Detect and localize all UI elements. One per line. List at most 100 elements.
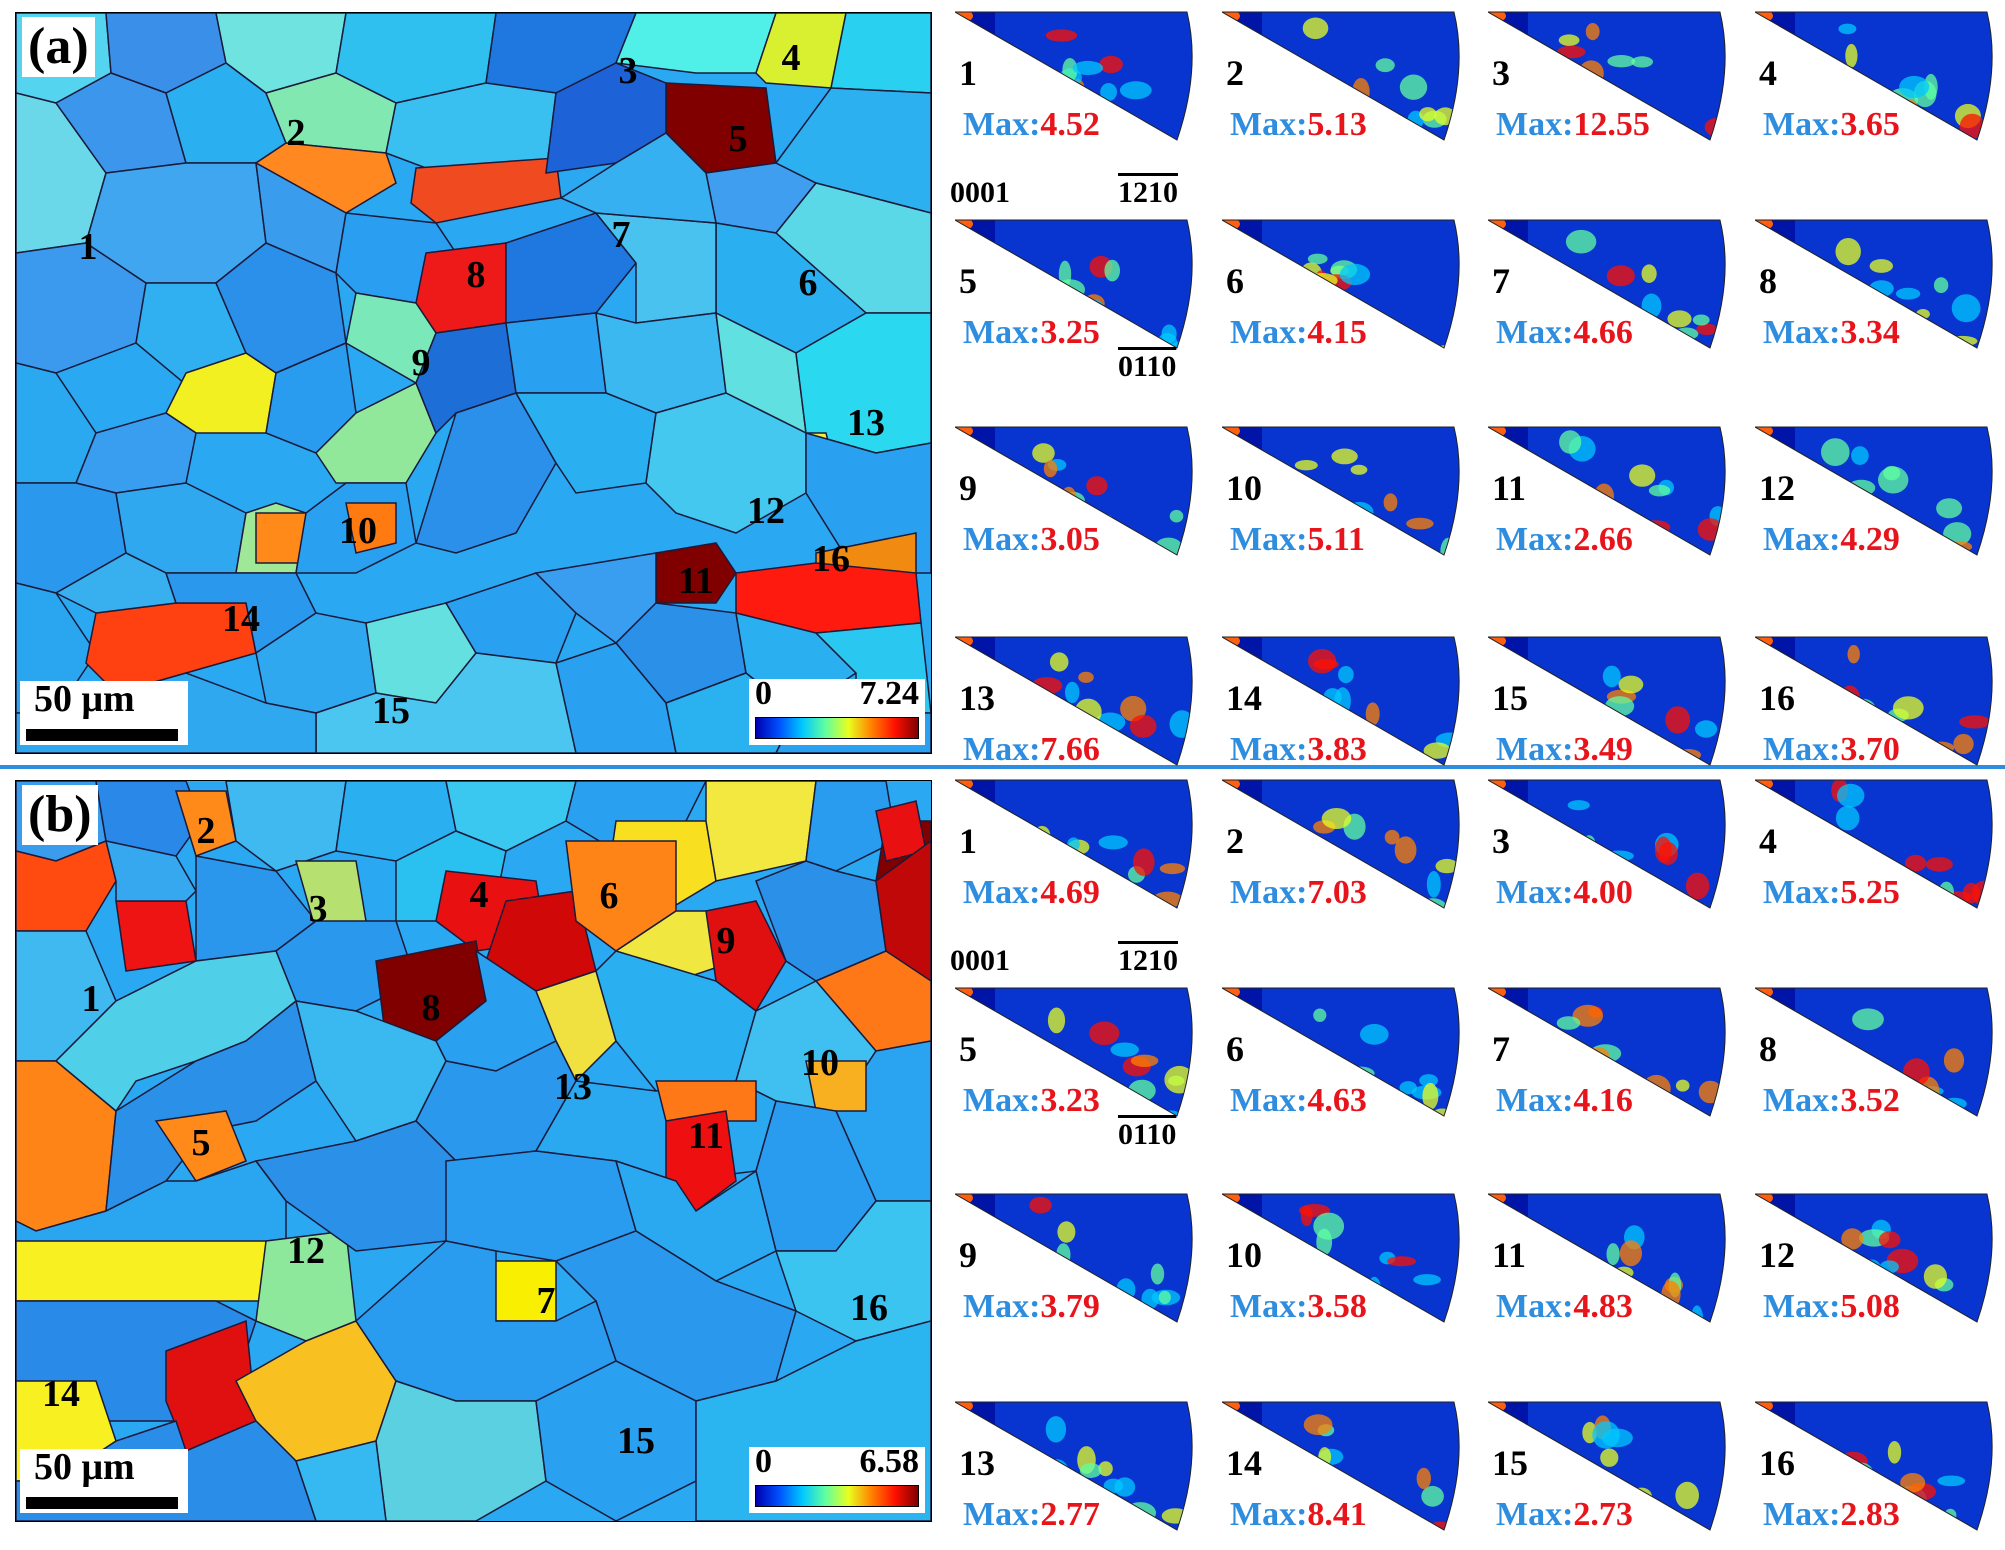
max-value: 7.03	[1307, 874, 1367, 911]
pole-figure: 15 Max:3.49	[1488, 635, 1738, 785]
pole-figure-number: 15	[1492, 678, 1528, 718]
pole-figure-max: Max:3.34	[1763, 314, 1900, 352]
max-label: Max:	[1763, 1082, 1841, 1119]
max-value: 5.08	[1840, 1288, 1900, 1325]
pole-figure-max: Max:2.83	[1763, 1496, 1900, 1534]
pole-figure: 8 Max:3.34	[1755, 218, 2005, 368]
pole-figure: 16 Max:3.70	[1755, 635, 2005, 785]
pole-figure-plot	[955, 1193, 1193, 1323]
pole-basal-a: 0001	[950, 176, 1010, 209]
scale-bar-b: 50 μm	[20, 1446, 188, 1513]
pole-figure-plot	[1222, 11, 1460, 141]
pole-figure-max: Max:4.29	[1763, 521, 1900, 559]
colorbar-a: 0 7.24	[749, 675, 925, 745]
pole-figure: 3 Max:12.55	[1488, 10, 1738, 160]
max-label: Max:	[1496, 1082, 1574, 1119]
pole-figure-number: 5	[959, 261, 977, 301]
grain-label: 8	[421, 987, 441, 1029]
pole-figure-max: Max:2.73	[1496, 1496, 1633, 1534]
pole-figure-number: 9	[959, 1235, 977, 1275]
max-value: 3.79	[1040, 1288, 1100, 1325]
pole-figure-plot	[1222, 219, 1460, 349]
pole-a-axis-b: 1210	[1118, 944, 1178, 977]
pole-figure: 7 Max:4.66	[1488, 218, 1738, 368]
max-value: 3.58	[1307, 1288, 1367, 1325]
pole-figure-max: Max:3.25	[963, 314, 1100, 352]
max-label: Max:	[1230, 874, 1308, 911]
pole-figure: 1 Max:4.69	[955, 778, 1205, 928]
panel-label-a: (a)	[22, 17, 95, 77]
pole-figure-max: Max:3.23	[963, 1082, 1100, 1120]
pole-figure-max: Max:4.69	[963, 874, 1100, 912]
pole-figure-max: Max:5.25	[1763, 874, 1900, 912]
max-value: 4.29	[1840, 521, 1900, 558]
pole-figure-max: Max:4.63	[1230, 1082, 1367, 1120]
pole-figure-number: 1	[959, 821, 977, 861]
pole-figure-number: 16	[1759, 678, 1795, 718]
max-label: Max:	[1496, 106, 1574, 143]
grain-label: 11	[688, 1115, 724, 1157]
pole-figure-plot	[1222, 987, 1460, 1117]
pole-figure: 6 Max:4.63	[1222, 986, 1472, 1136]
pole-m-axis-a: 0110	[1118, 350, 1177, 383]
pole-figure-number: 7	[1492, 1029, 1510, 1069]
pole-figure-plot	[1755, 987, 1993, 1117]
grain-label: 12	[287, 1230, 325, 1272]
max-value: 2.73	[1573, 1496, 1633, 1533]
pole-figure-max: Max:8.41	[1230, 1496, 1367, 1534]
pole-figure: 1 Max:4.52	[955, 10, 1205, 160]
pole-figure: 13 Max:2.77	[955, 1400, 1205, 1550]
grain-label: 15	[372, 690, 410, 732]
pole-figure-max: Max:2.77	[963, 1496, 1100, 1534]
max-value: 4.16	[1573, 1082, 1633, 1119]
pole-figure-plot	[1755, 779, 1993, 909]
pole-figure-plot	[1755, 11, 1993, 141]
max-label: Max:	[963, 874, 1041, 911]
pole-figure-max: Max:3.58	[1230, 1288, 1367, 1326]
max-label: Max:	[1763, 106, 1841, 143]
pole-figure: 10 Max:3.58	[1222, 1192, 1472, 1342]
max-label: Max:	[963, 521, 1041, 558]
pole-figure-plot	[955, 219, 1193, 349]
max-label: Max:	[963, 1496, 1041, 1533]
pole-figure-plot	[1755, 636, 1993, 766]
pole-figure-plot	[1755, 1193, 1993, 1323]
pole-figure-plot	[955, 1401, 1193, 1531]
max-value: 2.77	[1040, 1496, 1100, 1533]
max-label: Max:	[1763, 521, 1841, 558]
pole-figure-plot	[1222, 1401, 1460, 1531]
grain-label: 7	[536, 1280, 556, 1322]
scale-bar-label: 50 μm	[34, 678, 135, 720]
max-value: 5.25	[1840, 874, 1900, 911]
max-label: Max:	[1230, 314, 1308, 351]
max-label: Max:	[1763, 314, 1841, 351]
pole-figure-plot	[1755, 219, 1993, 349]
pole-figure-plot	[1488, 987, 1726, 1117]
pole-figure-plot	[1222, 636, 1460, 766]
grain-label: 10	[339, 510, 377, 552]
pole-figure-max: Max:4.66	[1496, 314, 1633, 352]
max-value: 4.83	[1573, 1288, 1633, 1325]
max-label: Max:	[963, 1288, 1041, 1325]
grain-label: 9	[411, 342, 431, 384]
grain-label: 11	[678, 560, 714, 602]
scale-bar-line	[26, 729, 178, 741]
colorbar-min: 0	[755, 1443, 772, 1480]
max-label: Max:	[1496, 874, 1574, 911]
pole-figure-number: 4	[1759, 821, 1777, 861]
grain-label: 2	[196, 810, 216, 852]
pole-figure-max: Max:4.15	[1230, 314, 1367, 352]
pole-figure-number: 16	[1759, 1443, 1795, 1483]
grain-label: 5	[191, 1122, 211, 1164]
pole-figure-number: 4	[1759, 53, 1777, 93]
pole-figure-number: 12	[1759, 1235, 1795, 1275]
pole-figure-plot	[1222, 426, 1460, 556]
grain-label: 3	[618, 50, 638, 92]
pole-figure-number: 3	[1492, 53, 1510, 93]
grain-label: 3	[308, 888, 328, 930]
pole-figure-max: Max:5.11	[1230, 521, 1365, 559]
max-value: 3.52	[1840, 1082, 1900, 1119]
colorbar-b: 0 6.58	[749, 1443, 925, 1513]
grain-label: 14	[222, 598, 260, 640]
grain-label: 16	[850, 1287, 888, 1329]
